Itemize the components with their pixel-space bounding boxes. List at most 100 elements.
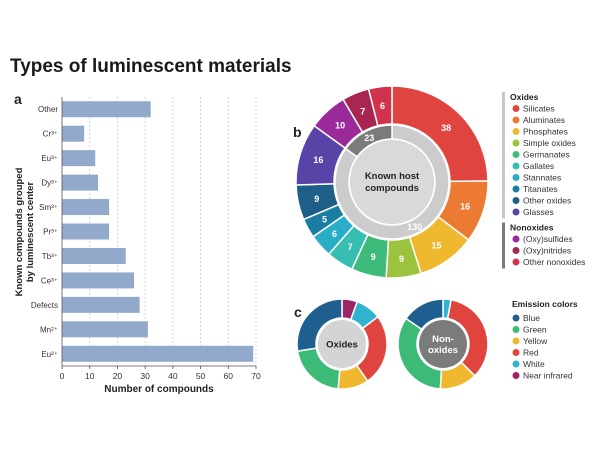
legend-swatch-oxy-sulfides: [512, 235, 520, 243]
x-tick-label: 20: [113, 371, 123, 381]
legend-label-blue: Blue: [523, 313, 540, 323]
legend-label-gallates: Gallates: [523, 161, 554, 171]
y-tick-label: Eu²⁺: [41, 350, 58, 359]
donut-center-label: oxides: [428, 345, 458, 356]
legend-swatch-simple-oxides: [512, 139, 520, 147]
donut-oxides-segment-blue: [296, 298, 343, 352]
donut-nonoxides-segment-blue: [404, 298, 444, 331]
legend-label-oxy-nitrides: (Oxy)nitrides: [523, 246, 571, 256]
legend-label-germanates: Germanates: [523, 150, 570, 160]
segment-oxy-nitrides-value: 7: [360, 106, 365, 116]
legend-swatch-gallates: [512, 162, 520, 170]
bar-dy: [62, 174, 99, 191]
legend-group-title-nonoxides: Nonoxides: [510, 223, 554, 233]
bar-cr: [62, 125, 85, 142]
legend-swatch-green: [512, 326, 520, 333]
x-tick-label: 0: [60, 371, 65, 381]
donut-center-label: Oxides: [326, 340, 358, 351]
legend-label-titanates: Titanates: [523, 184, 558, 194]
donut-center: [350, 140, 434, 224]
legend-swatch-germanates: [512, 151, 520, 158]
bar-pr: [62, 223, 110, 240]
legend-swatch-phosphates: [512, 128, 520, 135]
legend-label-silicates: Silicates: [523, 104, 555, 114]
bar-sm: [62, 199, 110, 216]
x-tick-label: 40: [168, 371, 178, 381]
y-axis-title-line: Known compounds grouped: [14, 167, 25, 296]
bar-eu: [62, 150, 96, 167]
x-axis-title: Number of compounds: [104, 384, 214, 395]
x-tick-label: 60: [224, 371, 234, 381]
legend-swatch-other-oxides: [512, 197, 520, 204]
legend-label-simple-oxides: Simple oxides: [523, 138, 576, 148]
legend-label-white: White: [523, 359, 545, 369]
y-tick-label: Sm³⁺: [39, 203, 58, 212]
legend-swatch-titanates: [512, 185, 520, 193]
emission-colors-donut-panel: Oxides Non-oxides Emission colors Blue Green…: [296, 298, 578, 390]
legend-label-green: Green: [523, 325, 547, 335]
y-tick-label: Cr³⁺: [43, 130, 58, 139]
legend-swatch-glasses: [512, 208, 520, 216]
bar-ce: [62, 272, 135, 289]
legend-swatch-near-infrared: [512, 372, 520, 379]
segment-aluminates-value: 16: [460, 202, 470, 212]
y-axis-title-line: by luminescent center: [25, 182, 36, 283]
legend-swatch-yellow: [512, 337, 520, 345]
x-tick-label: 10: [85, 371, 95, 381]
bar-defects: [62, 296, 140, 313]
segment-simple-oxides-value: 9: [399, 254, 404, 264]
bar-eu: [62, 345, 254, 362]
legend-label-near-infrared: Near infrared: [523, 371, 573, 381]
legend-label-phosphates: Phosphates: [523, 127, 568, 137]
x-tick-label: 30: [140, 371, 150, 381]
legend-label-glasses: Glasses: [523, 207, 554, 217]
donut-center-label: Non-: [432, 334, 454, 345]
legend-swatch-silicates: [512, 105, 520, 112]
segment-stannates-value: 6: [332, 229, 337, 239]
segment-other-nonoxides-value: 6: [380, 101, 385, 111]
legend-label-red: Red: [523, 348, 539, 358]
legend-group-bar: [502, 92, 505, 219]
y-tick-label: Eu³⁺: [41, 154, 58, 163]
legend-swatch-oxy-nitrides: [512, 247, 520, 254]
y-axis-title: Known compounds groupedby luminescent ce…: [14, 167, 36, 296]
legend-label-stannates: Stannates: [523, 173, 561, 183]
donut-center: [419, 320, 467, 368]
segment-other-oxides-value: 9: [314, 194, 319, 204]
y-tick-label: Ce³⁺: [41, 276, 58, 285]
legend-group-title-oxides: Oxides: [510, 92, 539, 102]
y-tick-label: Mn²⁺: [40, 325, 58, 334]
legend-label-other-oxides: Other oxides: [523, 196, 571, 206]
legend-swatch-aluminates: [512, 116, 520, 124]
donut-nonoxides-segment-green: [397, 317, 443, 390]
x-tick-label: 70: [251, 371, 261, 381]
segment-other-nonoxides: [367, 85, 393, 127]
y-tick-label: Dy³⁺: [41, 179, 58, 188]
inner-segment-nonoxides: [344, 124, 393, 158]
y-tick-label: Other: [38, 105, 58, 114]
legend-label-oxy-sulfides: (Oxy)sulfides: [523, 234, 573, 244]
inner-segment-oxides-value: 130: [407, 222, 422, 232]
bar-tb: [62, 247, 126, 264]
bar-chart-panel: 0 10 20 30 40 50 60 70 Other Cr³⁺ Eu³⁺ Dy³⁺ Sm³⁺ Pr³⁺…: [14, 97, 261, 395]
legend-swatch-blue: [512, 314, 520, 322]
legend-label-aluminates: Aluminates: [523, 115, 565, 125]
donut-center-label: Known host: [365, 171, 420, 182]
bar-other: [62, 101, 151, 118]
segment-gallates-value: 7: [348, 242, 353, 252]
legend-label-yellow: Yellow: [523, 336, 548, 346]
donut-center-label: compounds: [365, 183, 419, 194]
inner-segment-nonoxides-value: 23: [364, 133, 374, 143]
segment-silicates-value: 38: [441, 123, 451, 133]
panel-label-a: a: [14, 91, 22, 107]
y-tick-label: Tb³⁺: [42, 252, 58, 261]
y-tick-label: Pr³⁺: [43, 228, 58, 237]
segment-titanates-value: 5: [322, 215, 327, 225]
bar-mn: [62, 321, 148, 338]
legend-swatch-white: [512, 360, 520, 368]
inner-segment-oxides: [334, 124, 450, 240]
figure-title: Types of luminescent materials: [10, 56, 292, 77]
x-tick-label: 50: [196, 371, 206, 381]
